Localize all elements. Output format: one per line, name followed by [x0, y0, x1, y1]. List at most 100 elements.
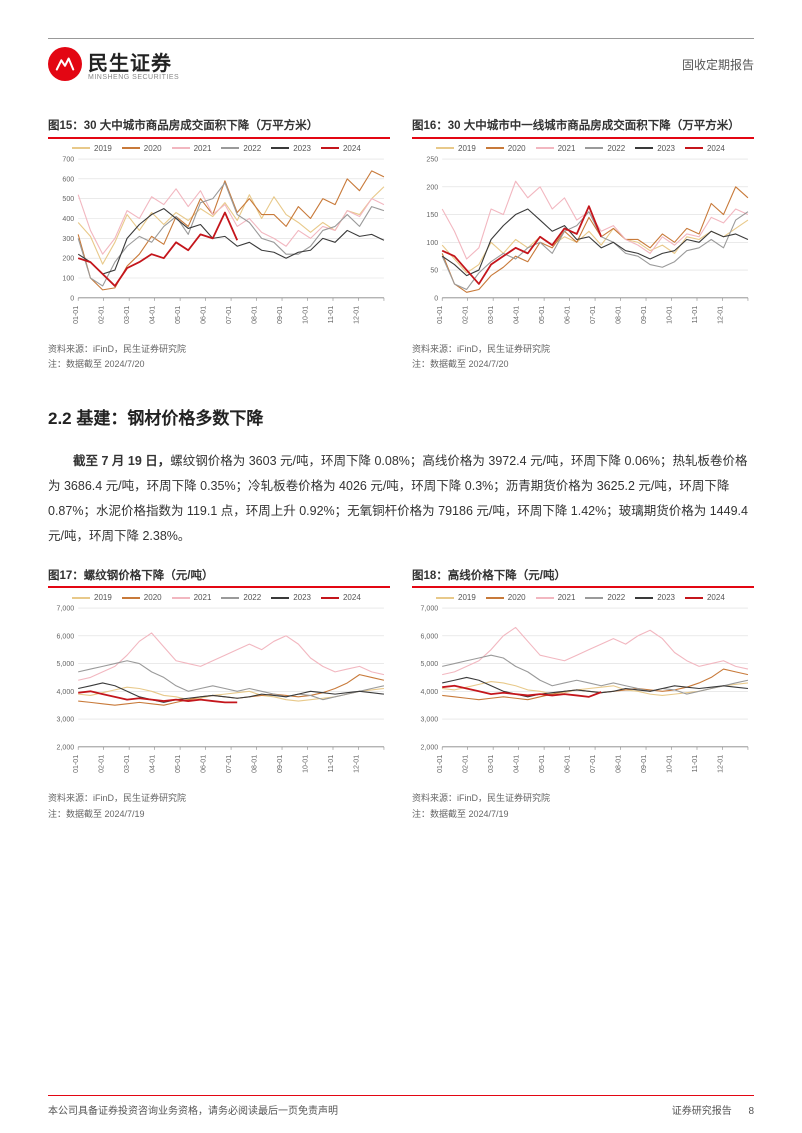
brand-name-cn: 民生证券 [88, 47, 179, 76]
svg-text:08-01: 08-01 [616, 755, 623, 773]
footer-report-type: 证券研究报告 [672, 1106, 732, 1117]
page-footer: 本公司具备证券投资咨询业务资格，请务必阅读最后一页免责声明 证券研究报告 8 [0, 1095, 802, 1117]
legend-item: 2020 [486, 144, 526, 153]
svg-text:250: 250 [426, 156, 438, 163]
legend-item: 2020 [122, 593, 162, 602]
doc-type-label: 固收定期报告 [682, 56, 754, 73]
svg-text:05-01: 05-01 [175, 755, 182, 773]
svg-text:12-01: 12-01 [717, 755, 724, 773]
svg-text:03-01: 03-01 [124, 755, 131, 773]
section-paragraph: 截至 7 月 19 日，螺纹钢价格为 3603 元/吨，环周下降 0.08%；高… [48, 449, 754, 549]
svg-text:300: 300 [62, 235, 74, 242]
svg-text:03-01: 03-01 [488, 755, 495, 773]
footer-disclaimer: 本公司具备证券投资咨询业务资格，请务必阅读最后一页免责声明 [48, 1102, 338, 1117]
svg-text:01-01: 01-01 [437, 755, 444, 773]
svg-text:100: 100 [62, 275, 74, 282]
chart-15-note: 注：数据截至 2024/7/20 [48, 358, 390, 372]
legend-item: 2019 [436, 593, 476, 602]
chart-15-block: 图15：30 大中城市商品房成交面积下降（万平方米） 2019202020212… [48, 119, 390, 372]
legend-item: 2024 [321, 144, 361, 153]
chart-16-source: 资料来源：iFinD，民生证券研究院 [412, 343, 754, 357]
svg-text:02-01: 02-01 [99, 755, 106, 773]
svg-text:3,000: 3,000 [57, 717, 75, 724]
chart-17-title: 图17：螺纹钢价格下降（元/吨） [48, 569, 390, 585]
svg-text:2,000: 2,000 [57, 744, 75, 751]
svg-text:01-01: 01-01 [73, 305, 80, 323]
svg-text:09-01: 09-01 [277, 305, 284, 323]
svg-text:10-01: 10-01 [303, 755, 310, 773]
chart-18-source: 资料来源：iFinD，民生证券研究院 [412, 792, 754, 806]
svg-text:01-01: 01-01 [73, 755, 80, 773]
svg-text:09-01: 09-01 [641, 755, 648, 773]
svg-text:100: 100 [426, 239, 438, 246]
svg-text:08-01: 08-01 [252, 755, 259, 773]
legend-item: 2022 [221, 593, 261, 602]
chart-18-legend: 201920202021202220232024 [412, 591, 754, 604]
svg-text:400: 400 [62, 216, 74, 223]
svg-text:06-01: 06-01 [565, 305, 572, 323]
logo-mark-icon [48, 47, 82, 81]
svg-text:150: 150 [426, 212, 438, 219]
legend-item: 2019 [436, 144, 476, 153]
svg-text:50: 50 [430, 267, 438, 274]
svg-text:02-01: 02-01 [99, 305, 106, 323]
chart-16-block: 图16：30 大中城市中一线城市商品房成交面积下降（万平方米） 2019 2020… [412, 119, 754, 372]
svg-text:03-01: 03-01 [124, 305, 131, 323]
legend-item: 2022 [585, 144, 625, 153]
svg-text:6,000: 6,000 [421, 633, 439, 640]
svg-text:200: 200 [62, 255, 74, 262]
chart-16-note: 注：数据截至 2024/7/20 [412, 358, 754, 372]
chart-16-canvas: 05010015020025001-0102-0103-0104-0105-01… [412, 155, 754, 336]
svg-text:02-01: 02-01 [463, 755, 470, 773]
page-number: 8 [748, 1106, 754, 1117]
chart-15-canvas: 010020030040050060070001-0102-0103-0104-… [48, 155, 390, 336]
chart-15-legend: 201920202021202220232024 [48, 142, 390, 155]
chart-18-title: 图18：高线价格下降（元/吨） [412, 569, 754, 585]
legend-item: 2021 [172, 144, 212, 153]
svg-text:11-01: 11-01 [692, 305, 699, 323]
chart-17-block: 图17：螺纹钢价格下降（元/吨） 20192020202120222023202… [48, 569, 390, 822]
legend-item: 2023 [635, 593, 675, 602]
svg-text:500: 500 [62, 196, 74, 203]
svg-text:10-01: 10-01 [667, 305, 674, 323]
svg-text:04-01: 04-01 [514, 755, 521, 773]
svg-text:08-01: 08-01 [252, 305, 259, 323]
legend-item: 2020 [122, 144, 162, 153]
svg-text:200: 200 [426, 184, 438, 191]
svg-text:08-01: 08-01 [616, 305, 623, 323]
legend-item: 2022 [221, 144, 261, 153]
chart-18-block: 图18：高线价格下降（元/吨） 201920202021202220232024… [412, 569, 754, 822]
chart-17-note: 注：数据截至 2024/7/19 [48, 808, 390, 822]
chart-17-canvas: 2,0003,0004,0005,0006,0007,00001-0102-01… [48, 604, 390, 785]
chart-16-title: 图16：30 大中城市中一线城市商品房成交面积下降（万平方米） [412, 119, 754, 135]
legend-item: 2023 [271, 593, 311, 602]
svg-text:10-01: 10-01 [303, 305, 310, 323]
svg-text:11-01: 11-01 [692, 755, 699, 773]
svg-text:02-01: 02-01 [463, 305, 470, 323]
legend-item: 2024 [685, 144, 725, 153]
svg-text:09-01: 09-01 [277, 755, 284, 773]
svg-text:11-01: 11-01 [328, 755, 335, 773]
legend-item: 2024 [685, 593, 725, 602]
legend-item: 2023 [271, 144, 311, 153]
section-heading: 2.2 基建：钢材价格多数下降 [48, 404, 754, 429]
page-header: 民生证券 MINSHENG SECURITIES 固收定期报告 [48, 47, 754, 81]
svg-text:0: 0 [434, 295, 438, 302]
svg-text:4,000: 4,000 [421, 689, 439, 696]
chart-18-note: 注：数据截至 2024/7/19 [412, 808, 754, 822]
svg-text:0: 0 [70, 295, 74, 302]
svg-text:07-01: 07-01 [590, 755, 597, 773]
svg-text:05-01: 05-01 [175, 305, 182, 323]
svg-text:3,000: 3,000 [421, 717, 439, 724]
svg-text:10-01: 10-01 [667, 755, 674, 773]
svg-text:6,000: 6,000 [57, 633, 75, 640]
legend-item: 2021 [172, 593, 212, 602]
brand-logo: 民生证券 MINSHENG SECURITIES [48, 47, 179, 81]
svg-text:12-01: 12-01 [353, 305, 360, 323]
svg-text:06-01: 06-01 [201, 305, 208, 323]
svg-text:7,000: 7,000 [57, 606, 75, 613]
svg-text:05-01: 05-01 [539, 755, 546, 773]
svg-text:04-01: 04-01 [150, 755, 157, 773]
legend-item: 2019 [72, 593, 112, 602]
legend-item: 2022 [585, 593, 625, 602]
